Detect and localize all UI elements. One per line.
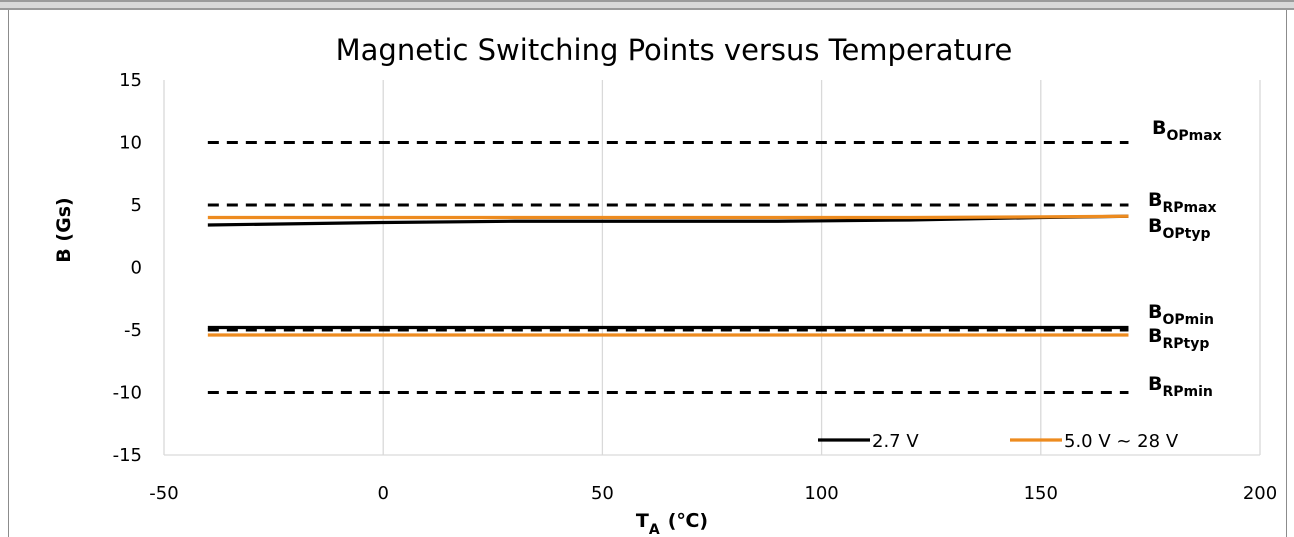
chart-title: Magnetic Switching Points versus Tempera… (336, 33, 1013, 67)
x-tick-labels: -50 0 50 100 150 200 (149, 483, 1277, 504)
y-axis-title: B (Gs) (53, 197, 75, 262)
y-tick-label: -5 (124, 320, 142, 341)
line-label: BOPmax (1152, 117, 1222, 144)
line-label-main: B (1148, 301, 1162, 323)
line-label: BRPmin (1148, 373, 1213, 400)
line-label-main: B (1148, 373, 1162, 395)
line-label-sub: RPmin (1162, 384, 1212, 400)
x-axis-title-main: T (636, 510, 649, 532)
y-tick-label: 10 (119, 133, 142, 154)
x-tick-label: 100 (804, 483, 838, 504)
window-frame-top-inner (0, 2, 1294, 8)
line-label-main: B (1152, 117, 1166, 139)
x-tick-label: 200 (1243, 483, 1277, 504)
y-tick-labels: 15 10 5 0 -5 -10 -15 (113, 70, 142, 466)
y-tick-label: -10 (113, 383, 142, 404)
x-axis-title: TA (℃) (636, 510, 708, 537)
line-label-main: B (1148, 325, 1162, 347)
legend: 2.7 V 5.0 V ~ 28 V (818, 431, 1179, 452)
line-label: BOPtyp (1148, 215, 1211, 242)
legend-label: 2.7 V (872, 431, 919, 452)
series-line (207, 214, 1129, 220)
x-tick-label: -50 (149, 483, 178, 504)
line-label-main: B (1148, 189, 1162, 211)
x-axis-title-sub: A (649, 522, 660, 537)
series-lines (207, 214, 1129, 337)
line-label-sub: OPmax (1166, 128, 1221, 144)
grid-lines (163, 80, 1261, 456)
x-axis-title-unit: (℃) (668, 510, 708, 532)
line-label-sub: RPtyp (1162, 336, 1209, 352)
y-tick-label: 15 (119, 70, 142, 91)
x-tick-label: 0 (377, 483, 388, 504)
reference-lines (207, 141, 1129, 394)
line-label-sub: OPtyp (1162, 226, 1210, 242)
x-tick-label: 50 (591, 483, 614, 504)
line-label-main: B (1148, 215, 1162, 237)
line-label-sub: RPmax (1162, 200, 1216, 216)
line-label: BOPmin (1148, 301, 1214, 328)
window-frame-left (8, 10, 9, 537)
line-label: BRPmax (1148, 189, 1217, 216)
y-tick-label: -15 (113, 445, 142, 466)
legend-label: 5.0 V ~ 28 V (1064, 431, 1179, 452)
y-tick-label: 0 (131, 258, 142, 279)
line-label: BRPtyp (1148, 325, 1209, 352)
x-tick-label: 150 (1024, 483, 1058, 504)
y-tick-label: 5 (131, 195, 142, 216)
line-label-sub: OPmin (1162, 312, 1214, 328)
window-frame-right (1286, 10, 1287, 537)
